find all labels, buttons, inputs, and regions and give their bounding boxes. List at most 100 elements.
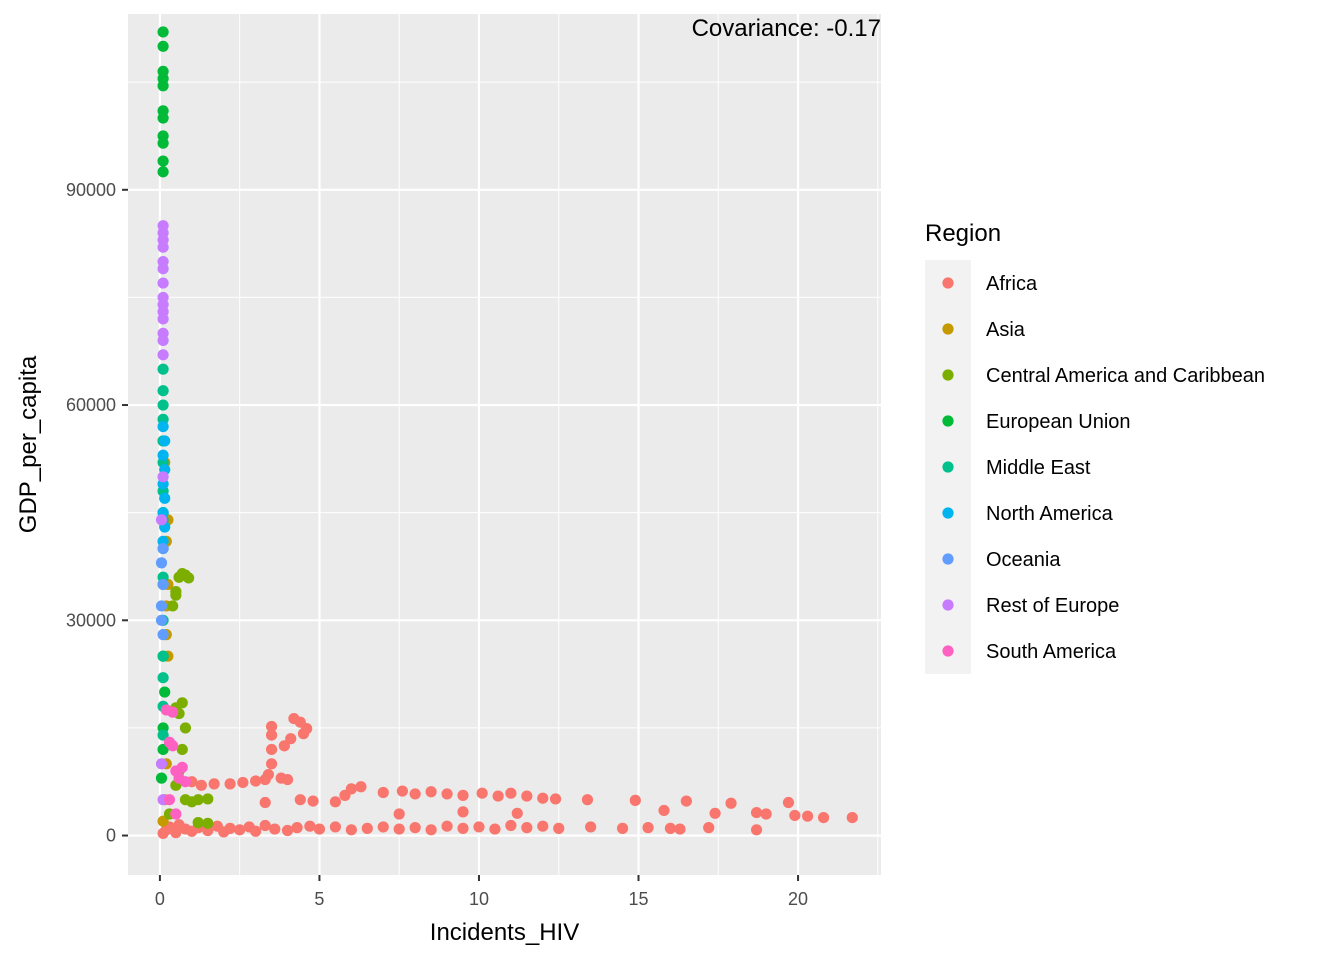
data-point <box>157 672 169 684</box>
data-point <box>157 578 169 591</box>
data-point <box>157 26 169 38</box>
data-point <box>377 786 389 799</box>
data-point <box>176 761 188 773</box>
data-point <box>441 820 453 832</box>
legend-title: Region <box>925 220 1001 247</box>
legend-label: North America <box>986 503 1114 525</box>
plot-panel <box>128 14 881 875</box>
data-point <box>537 820 549 832</box>
data-point <box>269 823 281 835</box>
data-point <box>265 758 278 770</box>
data-point <box>361 822 373 834</box>
data-point <box>725 797 737 809</box>
data-point <box>285 733 297 745</box>
data-point <box>157 241 169 253</box>
data-point <box>157 743 169 756</box>
data-points <box>155 26 858 839</box>
legend-key <box>942 645 954 657</box>
data-point <box>345 824 357 836</box>
data-point <box>281 773 294 786</box>
data-point <box>265 743 278 756</box>
data-point <box>750 806 763 819</box>
data-point <box>159 686 171 698</box>
data-point <box>329 821 341 833</box>
data-point <box>521 822 533 834</box>
data-point <box>157 542 169 555</box>
x-tick-label: 5 <box>314 889 324 909</box>
legend-key <box>942 461 954 473</box>
data-point <box>155 614 168 626</box>
data-point <box>259 819 271 832</box>
data-point <box>680 795 692 807</box>
data-point <box>396 785 408 797</box>
data-point <box>155 758 168 770</box>
x-axis-title: Incidents_HIV <box>430 919 579 946</box>
data-point <box>224 778 236 790</box>
legend-key <box>942 599 954 611</box>
data-point <box>224 822 236 834</box>
data-point <box>355 781 367 793</box>
data-point <box>195 779 207 791</box>
data-point <box>157 263 169 275</box>
data-point <box>167 706 179 718</box>
data-point <box>155 514 168 526</box>
x-tick-label: 20 <box>788 889 808 909</box>
data-point <box>155 772 168 784</box>
data-point <box>441 788 453 800</box>
data-point <box>159 435 171 447</box>
data-point <box>425 824 437 836</box>
data-point <box>817 812 830 824</box>
data-point <box>163 794 176 806</box>
data-point <box>157 650 169 662</box>
data-point <box>473 821 485 833</box>
data-point <box>170 589 182 601</box>
data-point <box>157 349 169 361</box>
data-point <box>505 787 517 799</box>
legend-label: Central America and Caribbean <box>986 365 1265 387</box>
data-point <box>476 787 488 799</box>
data-point <box>393 808 405 820</box>
legend-label: European Union <box>986 411 1131 433</box>
data-point <box>846 812 858 824</box>
data-point <box>489 823 501 835</box>
data-point <box>457 806 469 818</box>
x-tick-label: 10 <box>469 889 489 909</box>
data-point <box>170 808 182 820</box>
data-point <box>581 794 594 806</box>
data-point <box>291 822 303 834</box>
data-point <box>492 790 504 802</box>
data-point <box>157 815 169 827</box>
data-point <box>703 822 715 834</box>
data-point <box>674 823 686 835</box>
y-tick-label: 90000 <box>66 180 116 200</box>
legend-label: Africa <box>986 273 1038 295</box>
data-point <box>157 629 169 641</box>
data-point <box>167 740 179 752</box>
data-point <box>301 723 313 735</box>
data-point <box>208 778 220 790</box>
data-point <box>664 822 677 834</box>
data-point <box>505 819 517 832</box>
data-point <box>157 363 169 375</box>
covariance-annotation: Covariance: -0.17 <box>692 15 881 42</box>
data-point <box>329 796 341 808</box>
y-axis-title: GDP_per_capita <box>15 355 42 533</box>
data-point <box>585 821 597 833</box>
legend-label: Asia <box>986 319 1026 341</box>
data-point <box>377 821 389 833</box>
data-point <box>409 822 421 834</box>
data-point <box>157 65 169 77</box>
data-point <box>157 334 169 347</box>
data-point <box>157 40 169 52</box>
data-point <box>521 790 533 802</box>
data-point <box>616 822 629 834</box>
data-point <box>250 775 262 787</box>
legend-items: Africa Asia Central America and Caribbean E… <box>942 273 1265 663</box>
data-point <box>425 786 437 798</box>
data-point <box>157 105 169 117</box>
legend-key <box>942 277 954 289</box>
data-point <box>409 788 421 800</box>
legend-label: Middle East <box>986 457 1091 479</box>
data-point <box>259 796 271 809</box>
y-tick-label: 30000 <box>66 610 116 630</box>
